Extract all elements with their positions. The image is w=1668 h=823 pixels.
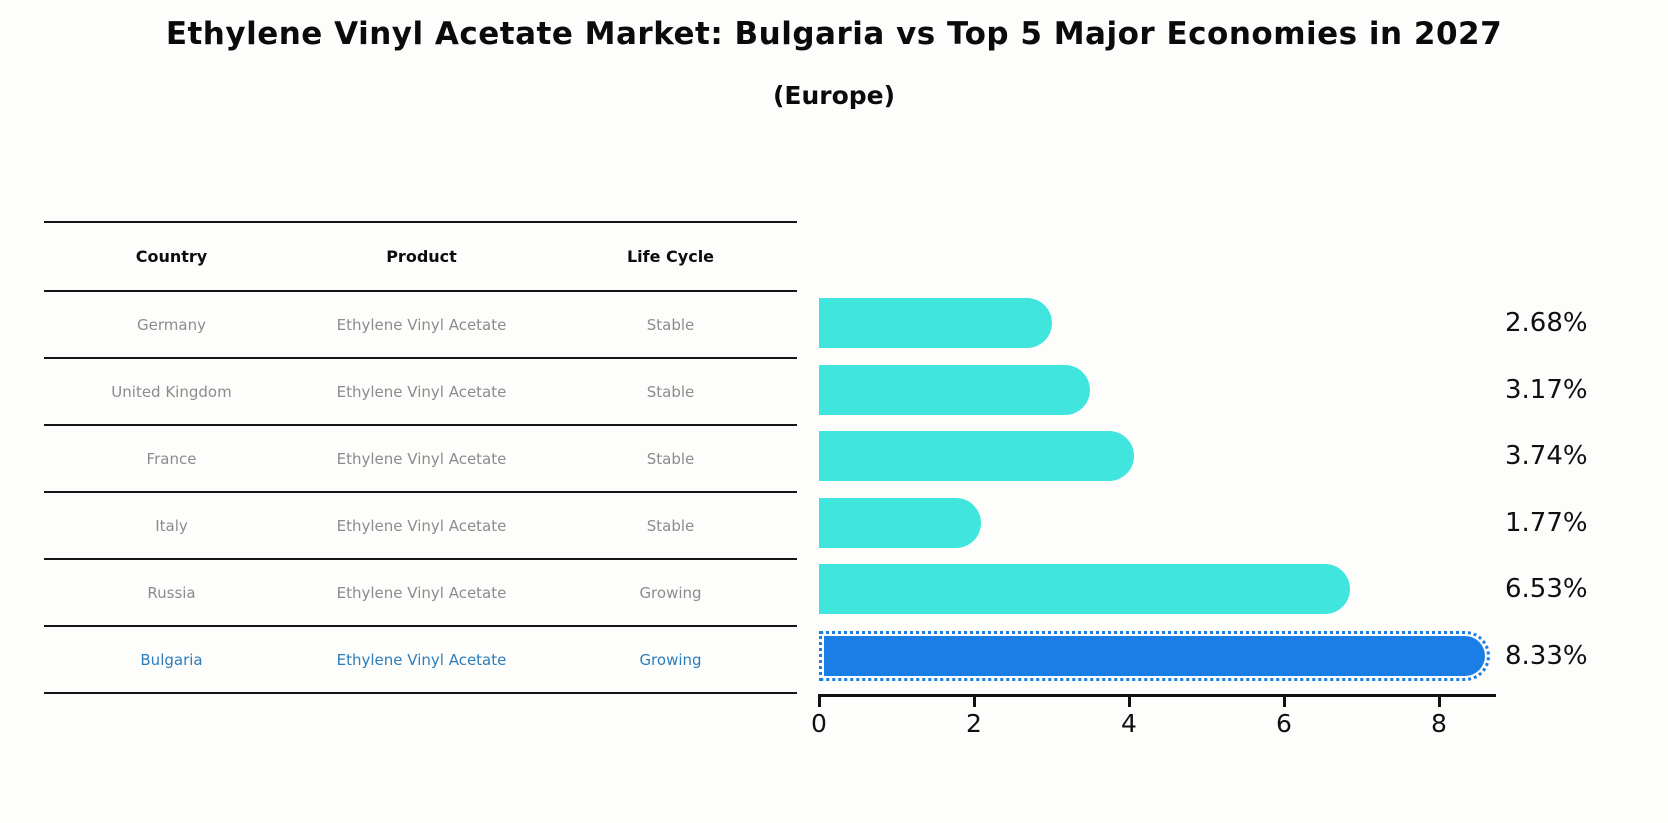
table-row-russia: Russia Ethylene Vinyl Acetate Growing (44, 560, 797, 627)
cell-product: Ethylene Vinyl Acetate (336, 382, 507, 401)
table-row-italy: Italy Ethylene Vinyl Acetate Stable (44, 493, 797, 560)
header-product: Product (386, 247, 457, 266)
x-axis-tick-label: 6 (1276, 709, 1292, 738)
cell-life-cycle: Stable (646, 382, 695, 401)
cell-life-cycle: Growing (639, 650, 702, 669)
cell-life-cycle: Stable (646, 449, 695, 468)
cell-country: Russia (147, 583, 196, 602)
bar-russia (819, 564, 1351, 614)
bar-bulgaria (819, 630, 1490, 681)
cell-life-cycle: Stable (646, 516, 695, 535)
cell-product: Ethylene Vinyl Acetate (336, 449, 507, 468)
bar-value-label: 8.33% (1505, 640, 1588, 671)
header-life-cycle: Life Cycle (626, 247, 715, 266)
header-country: Country (135, 247, 208, 266)
bar-france (819, 431, 1134, 481)
cell-country: United Kingdom (111, 382, 232, 401)
x-axis-tick (1283, 697, 1286, 707)
bar-value-label: 3.17% (1505, 374, 1588, 405)
x-axis-line (818, 694, 1496, 697)
x-axis-tick (1128, 697, 1131, 707)
x-axis-tick-label: 8 (1431, 709, 1447, 738)
x-axis-tick-label: 2 (966, 709, 982, 738)
table-row-united-kingdom: United Kingdom Ethylene Vinyl Acetate St… (44, 359, 797, 426)
cell-product: Ethylene Vinyl Acetate (336, 650, 507, 669)
bar-united-kingdom (819, 364, 1090, 415)
cell-country: Bulgaria (140, 650, 203, 669)
bar-germany (819, 298, 1052, 348)
cell-life-cycle: Growing (639, 583, 702, 602)
table-header-row: Country Product Life Cycle (44, 223, 797, 292)
cell-country: Italy (155, 516, 188, 535)
bar-value-label: 2.68% (1505, 308, 1588, 338)
x-axis-tick (973, 697, 976, 707)
x-axis-tick (1438, 697, 1441, 707)
bar-italy (819, 497, 982, 548)
table-row-bulgaria: Bulgaria Ethylene Vinyl Acetate Growing (44, 627, 797, 694)
cell-country: France (146, 449, 197, 468)
cell-product: Ethylene Vinyl Acetate (336, 583, 507, 602)
cell-country: Germany (137, 315, 206, 334)
bar-value-label: 3.74% (1505, 441, 1588, 471)
table-row-france: France Ethylene Vinyl Acetate Stable (44, 426, 797, 493)
cell-life-cycle: Stable (646, 315, 695, 334)
chart-title: Ethylene Vinyl Acetate Market: Bulgaria … (165, 16, 1503, 52)
bar-value-label: 1.77% (1505, 507, 1588, 538)
cell-product: Ethylene Vinyl Acetate (336, 315, 507, 334)
table-row-germany: Germany Ethylene Vinyl Acetate Stable (44, 292, 797, 359)
x-axis-tick-label: 0 (811, 709, 827, 738)
country-table: Country Product Life Cycle Germany Ethyl… (44, 221, 797, 694)
x-axis-tick (818, 697, 821, 707)
bar-value-label: 6.53% (1505, 574, 1588, 604)
chart-subtitle: (Europe) (772, 81, 896, 110)
x-axis-tick-label: 4 (1121, 709, 1137, 738)
cell-product: Ethylene Vinyl Acetate (336, 516, 507, 535)
